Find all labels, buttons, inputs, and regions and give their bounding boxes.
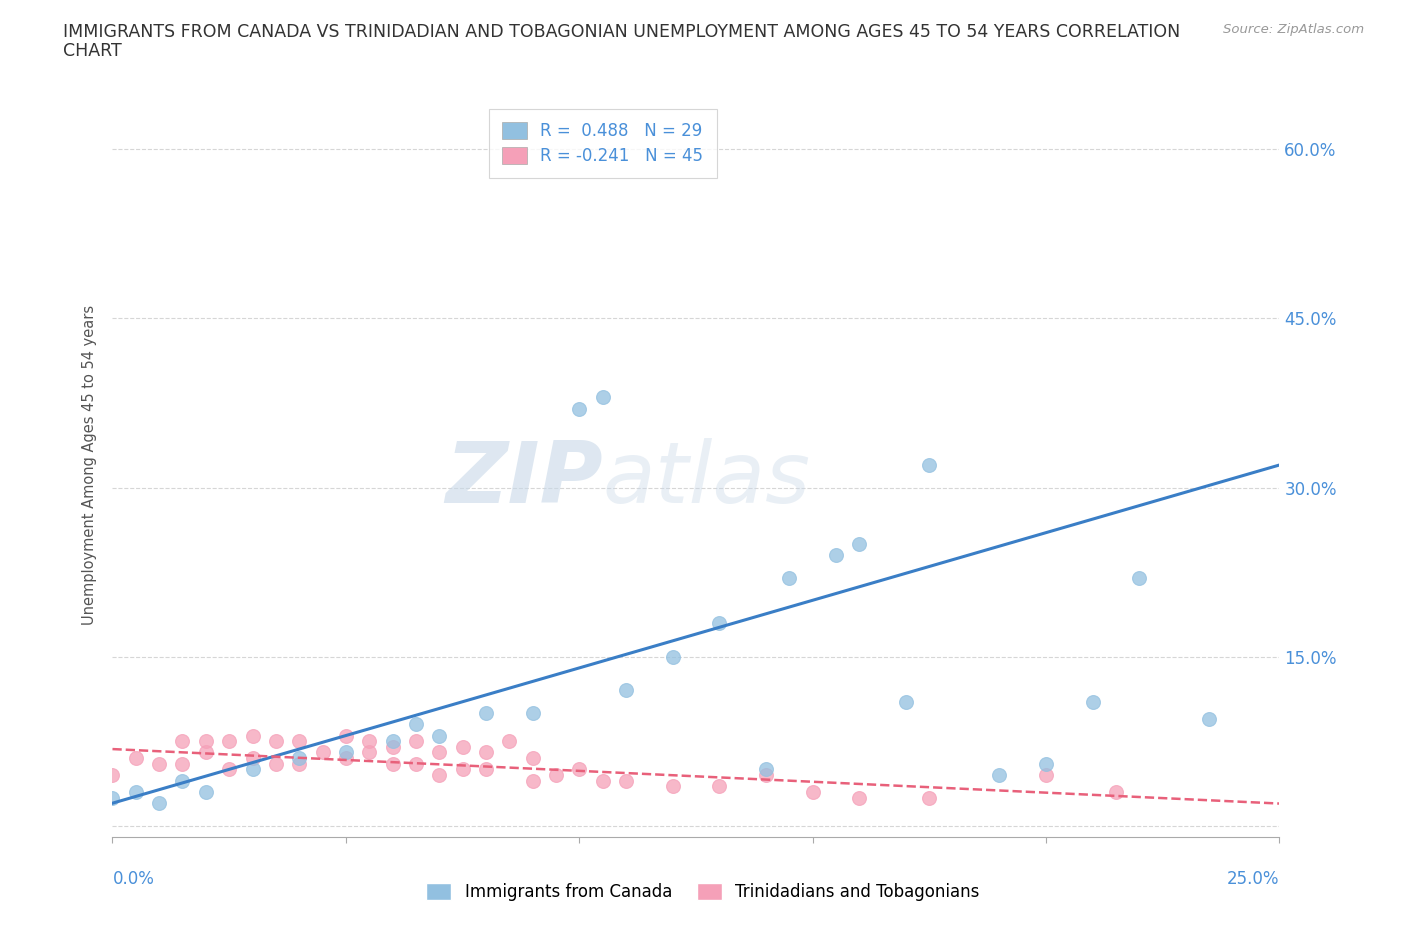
Point (194, 734, 217, 749)
Point (592, 390, 614, 405)
Point (125, 785, 148, 800)
Point (1105, 785, 1128, 800)
Text: Source: ZipAtlas.com: Source: ZipAtlas.com (1223, 23, 1364, 36)
Point (218, 762, 240, 777)
Point (522, 773, 544, 788)
Point (1035, 756, 1057, 771)
Point (1081, 695, 1104, 710)
Point (755, 762, 778, 777)
Point (101, 767, 124, 782)
Point (148, 796, 170, 811)
Point (848, 790, 870, 805)
Point (825, 548, 848, 563)
Point (172, 756, 194, 771)
Point (172, 734, 194, 749)
Point (1128, 570, 1150, 585)
Point (592, 773, 614, 788)
Point (894, 695, 917, 710)
Point (381, 756, 404, 771)
Text: atlas: atlas (603, 438, 811, 522)
Point (848, 537, 870, 551)
Point (101, 790, 124, 805)
Point (918, 458, 941, 472)
Point (242, 762, 264, 777)
Point (359, 734, 381, 749)
Point (288, 751, 311, 765)
Point (801, 785, 824, 800)
Point (194, 785, 217, 800)
Point (288, 756, 311, 771)
Point (405, 756, 427, 771)
Text: IMMIGRANTS FROM CANADA VS TRINIDADIAN AND TOBAGONIAN UNEMPLOYMENT AMONG AGES 45 : IMMIGRANTS FROM CANADA VS TRINIDADIAN AN… (63, 23, 1181, 41)
Point (475, 745, 498, 760)
Point (755, 767, 778, 782)
Point (311, 745, 333, 760)
Point (427, 728, 450, 743)
Point (544, 767, 567, 782)
Legend: Immigrants from Canada, Trinidadians and Tobagonians: Immigrants from Canada, Trinidadians and… (419, 876, 987, 908)
Point (614, 773, 637, 788)
Point (568, 762, 591, 777)
Point (988, 767, 1011, 782)
Point (405, 717, 427, 732)
Point (125, 751, 148, 765)
Point (335, 745, 357, 760)
Point (709, 778, 731, 793)
Point (498, 734, 520, 749)
Point (778, 570, 800, 585)
Point (335, 728, 357, 743)
Point (359, 745, 381, 760)
Point (522, 751, 544, 765)
Point (381, 739, 404, 754)
Point (288, 734, 311, 749)
Point (148, 756, 170, 771)
Point (218, 734, 240, 749)
Text: 0.0%: 0.0% (112, 870, 155, 888)
Legend: R =  0.488   N = 29, R = -0.241   N = 45: R = 0.488 N = 29, R = -0.241 N = 45 (489, 109, 717, 179)
Point (614, 683, 637, 698)
Point (1035, 767, 1057, 782)
Y-axis label: Unemployment Among Ages 45 to 54 years: Unemployment Among Ages 45 to 54 years (82, 305, 97, 625)
Point (405, 734, 427, 749)
Point (242, 751, 264, 765)
Text: CHART: CHART (63, 42, 122, 60)
Point (709, 616, 731, 631)
Point (381, 734, 404, 749)
Point (451, 739, 474, 754)
Text: 25.0%: 25.0% (1227, 870, 1279, 888)
Point (264, 734, 287, 749)
Point (172, 773, 194, 788)
Point (242, 728, 264, 743)
Point (661, 778, 683, 793)
Point (1198, 711, 1220, 726)
Text: ZIP: ZIP (444, 438, 603, 522)
Point (661, 649, 683, 664)
Point (194, 745, 217, 760)
Point (264, 756, 287, 771)
Point (335, 751, 357, 765)
Point (427, 745, 450, 760)
Point (522, 706, 544, 721)
Point (451, 762, 474, 777)
Point (427, 767, 450, 782)
Point (475, 706, 498, 721)
Point (568, 401, 591, 416)
Point (918, 790, 941, 805)
Point (475, 762, 498, 777)
